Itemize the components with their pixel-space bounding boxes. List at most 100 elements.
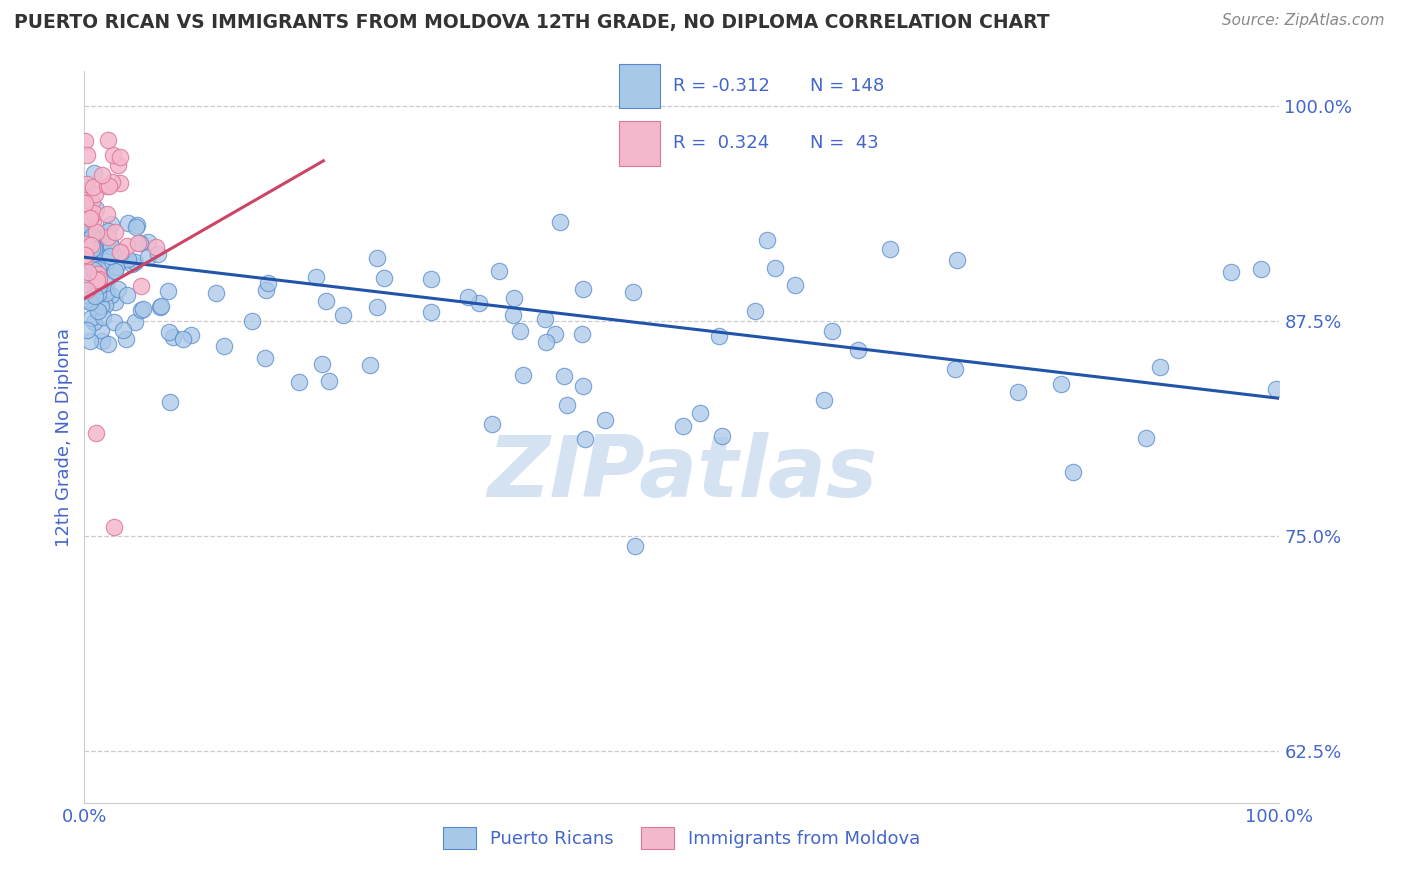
Point xyxy=(73,241,96,255)
Point xyxy=(80,237,103,252)
Point xyxy=(110,150,132,164)
Point xyxy=(756,233,779,247)
Point xyxy=(707,329,730,343)
Point xyxy=(83,242,105,256)
Point xyxy=(97,224,120,238)
Point xyxy=(419,271,441,285)
Point xyxy=(1265,383,1288,397)
Point xyxy=(672,418,695,433)
Point xyxy=(180,328,202,343)
Point xyxy=(80,242,103,256)
Point xyxy=(468,296,491,310)
Point xyxy=(571,282,593,296)
Point xyxy=(157,325,180,339)
Point xyxy=(80,209,103,223)
Point xyxy=(80,226,103,240)
Point xyxy=(172,332,194,346)
Point xyxy=(86,273,108,287)
Point xyxy=(80,229,103,244)
Point xyxy=(332,308,354,322)
Text: N = 148: N = 148 xyxy=(810,77,884,95)
Point xyxy=(82,235,104,250)
Point xyxy=(83,263,105,277)
Point xyxy=(117,252,139,267)
Point xyxy=(91,168,114,182)
Point xyxy=(534,334,557,349)
Point xyxy=(86,274,108,288)
Point xyxy=(75,217,97,231)
Point xyxy=(75,236,97,251)
Point xyxy=(1220,265,1243,279)
Point xyxy=(82,240,104,254)
Point xyxy=(83,206,105,220)
Point xyxy=(87,304,110,318)
Point xyxy=(76,283,98,297)
Point xyxy=(846,343,869,357)
Point xyxy=(254,283,277,297)
Point xyxy=(100,175,122,189)
Point xyxy=(82,235,104,250)
Point xyxy=(533,311,555,326)
Point xyxy=(131,301,153,316)
Point xyxy=(555,398,578,412)
Point xyxy=(76,243,98,257)
Point xyxy=(117,239,139,253)
Point xyxy=(80,227,103,241)
Point xyxy=(943,362,966,376)
Point xyxy=(115,287,138,301)
Point xyxy=(689,405,711,419)
Point xyxy=(813,392,835,407)
Point xyxy=(96,254,118,268)
Point xyxy=(1062,465,1084,479)
Point xyxy=(79,253,101,268)
Point xyxy=(89,279,111,293)
Point xyxy=(544,326,567,341)
Point xyxy=(553,368,575,383)
Point xyxy=(121,257,143,271)
Point xyxy=(318,375,340,389)
Point xyxy=(502,308,524,322)
Point xyxy=(1135,431,1157,445)
Point xyxy=(129,235,152,250)
Point xyxy=(373,271,395,285)
Point xyxy=(82,213,104,227)
Point xyxy=(574,432,596,446)
Point xyxy=(80,235,103,249)
Point xyxy=(98,235,121,250)
Point xyxy=(79,310,101,325)
Point xyxy=(75,252,97,267)
Point xyxy=(111,324,134,338)
Point xyxy=(624,539,647,553)
Point xyxy=(90,323,112,337)
Point xyxy=(83,260,105,274)
Point xyxy=(136,250,159,264)
Point xyxy=(104,295,127,310)
Point xyxy=(110,244,132,259)
Point xyxy=(366,300,388,314)
Point xyxy=(571,379,593,393)
Point xyxy=(131,303,153,318)
Point xyxy=(127,236,149,251)
Point xyxy=(75,248,97,262)
Point xyxy=(107,158,129,172)
Point xyxy=(97,133,120,147)
Point xyxy=(488,263,510,277)
Point xyxy=(87,287,110,301)
Bar xyxy=(619,121,659,166)
Point xyxy=(86,239,108,253)
Point xyxy=(84,225,107,239)
Point xyxy=(76,209,98,223)
Point xyxy=(481,417,503,431)
Point xyxy=(129,278,152,293)
Point xyxy=(75,134,97,148)
Text: R =  0.324: R = 0.324 xyxy=(673,135,769,153)
Point xyxy=(90,299,112,313)
Point xyxy=(108,176,131,190)
Point xyxy=(242,314,264,328)
Point xyxy=(420,304,443,318)
Point xyxy=(946,252,969,267)
Point xyxy=(136,235,159,250)
Point xyxy=(77,292,100,306)
Point xyxy=(104,225,127,239)
Point xyxy=(77,262,100,277)
